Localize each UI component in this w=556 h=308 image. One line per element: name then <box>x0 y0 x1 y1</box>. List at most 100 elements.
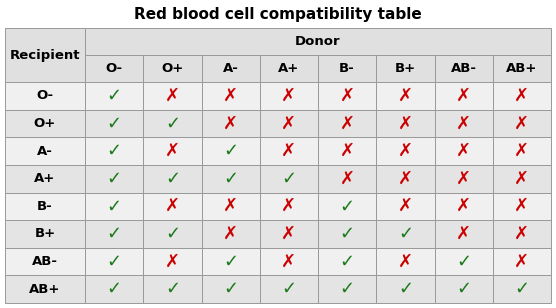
Bar <box>260 137 318 165</box>
Text: O+: O+ <box>161 62 183 75</box>
Bar <box>143 137 201 165</box>
Bar <box>434 82 493 110</box>
Text: ✓: ✓ <box>340 253 355 270</box>
Bar <box>201 248 260 275</box>
Bar <box>318 220 376 248</box>
Bar <box>201 275 260 303</box>
Bar <box>493 82 551 110</box>
Text: ✓: ✓ <box>456 280 471 298</box>
Text: ✗: ✗ <box>340 115 355 132</box>
Text: ✗: ✗ <box>398 197 413 215</box>
Bar <box>260 55 318 82</box>
Bar <box>5 275 85 303</box>
Bar <box>493 248 551 275</box>
Bar <box>376 248 434 275</box>
Bar <box>434 220 493 248</box>
Bar <box>85 28 551 55</box>
Bar <box>318 110 376 137</box>
Bar <box>201 55 260 82</box>
Bar <box>376 82 434 110</box>
Text: AB-: AB- <box>32 255 58 268</box>
Bar <box>376 137 434 165</box>
Text: ✗: ✗ <box>281 225 296 243</box>
Text: ✗: ✗ <box>281 253 296 270</box>
Text: ✓: ✓ <box>107 197 122 215</box>
Bar <box>493 220 551 248</box>
Text: ✗: ✗ <box>456 225 471 243</box>
Text: ✓: ✓ <box>107 253 122 270</box>
Text: O-: O- <box>37 89 53 102</box>
Bar <box>318 137 376 165</box>
Text: ✗: ✗ <box>223 197 238 215</box>
Text: ✓: ✓ <box>514 280 529 298</box>
Bar <box>5 165 85 192</box>
Text: B+: B+ <box>34 227 56 241</box>
Text: ✓: ✓ <box>340 280 355 298</box>
Bar <box>143 220 201 248</box>
Text: A-: A- <box>37 144 53 158</box>
Text: ✗: ✗ <box>456 142 471 160</box>
Text: AB+: AB+ <box>29 283 61 296</box>
Text: B+: B+ <box>395 62 416 75</box>
Text: ✓: ✓ <box>107 280 122 298</box>
Text: ✗: ✗ <box>398 115 413 132</box>
Text: ✗: ✗ <box>165 87 180 105</box>
Bar <box>376 192 434 220</box>
Bar <box>493 55 551 82</box>
Text: ✗: ✗ <box>281 87 296 105</box>
Bar <box>434 55 493 82</box>
Bar <box>5 192 85 220</box>
Bar <box>376 275 434 303</box>
Text: ✓: ✓ <box>107 115 122 132</box>
Text: Red blood cell compatibility table: Red blood cell compatibility table <box>134 6 422 22</box>
Text: ✓: ✓ <box>223 280 238 298</box>
Text: ✓: ✓ <box>165 280 180 298</box>
Bar <box>493 137 551 165</box>
Text: ✓: ✓ <box>107 142 122 160</box>
Bar <box>318 165 376 192</box>
Text: ✗: ✗ <box>514 197 529 215</box>
Bar <box>143 165 201 192</box>
Bar <box>143 82 201 110</box>
Bar <box>318 275 376 303</box>
Text: ✗: ✗ <box>165 142 180 160</box>
Bar <box>260 275 318 303</box>
Bar <box>85 110 143 137</box>
Text: ✗: ✗ <box>456 87 471 105</box>
Text: ✗: ✗ <box>165 197 180 215</box>
Bar <box>260 248 318 275</box>
Bar <box>85 55 143 82</box>
Text: A+: A+ <box>34 172 56 185</box>
Text: ✓: ✓ <box>165 170 180 188</box>
Bar <box>5 28 85 82</box>
Bar <box>434 275 493 303</box>
Text: ✗: ✗ <box>514 87 529 105</box>
Bar <box>260 82 318 110</box>
Text: ✗: ✗ <box>340 170 355 188</box>
Text: ✗: ✗ <box>165 253 180 270</box>
Bar <box>493 165 551 192</box>
Bar <box>85 220 143 248</box>
Text: ✗: ✗ <box>281 142 296 160</box>
Bar <box>201 137 260 165</box>
Bar <box>260 192 318 220</box>
Text: ✗: ✗ <box>281 197 296 215</box>
Text: Donor: Donor <box>295 35 341 48</box>
Bar <box>201 165 260 192</box>
Text: ✓: ✓ <box>165 115 180 132</box>
Text: ✓: ✓ <box>340 225 355 243</box>
Text: A-: A- <box>223 62 239 75</box>
Text: O+: O+ <box>34 117 56 130</box>
Bar <box>85 275 143 303</box>
Text: ✗: ✗ <box>398 170 413 188</box>
Bar <box>201 220 260 248</box>
Text: A+: A+ <box>278 62 300 75</box>
Text: ✓: ✓ <box>398 225 413 243</box>
Text: ✓: ✓ <box>340 197 355 215</box>
Bar <box>85 165 143 192</box>
Bar <box>434 165 493 192</box>
Bar <box>143 248 201 275</box>
Bar <box>5 110 85 137</box>
Text: B-: B- <box>339 62 355 75</box>
Text: ✗: ✗ <box>223 225 238 243</box>
